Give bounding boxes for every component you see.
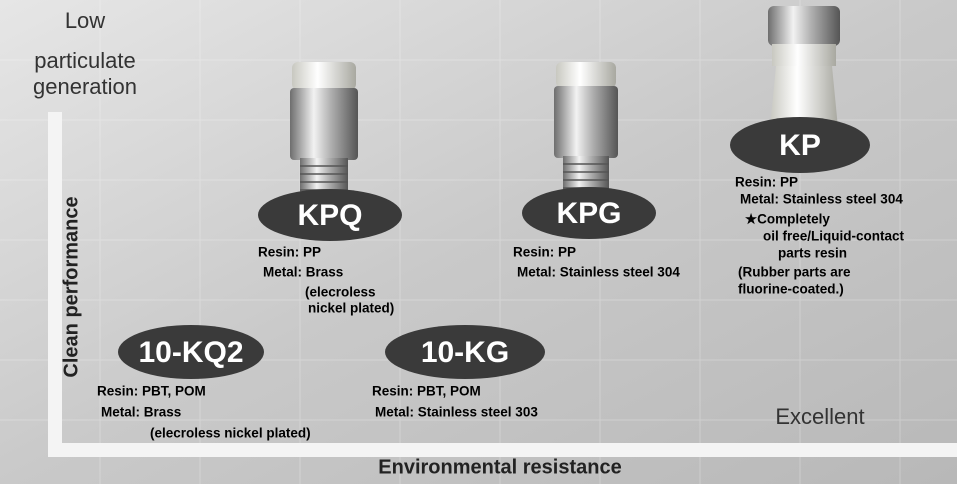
product-spec: (elecroless nickel plated)	[150, 426, 311, 441]
product-spec: Resin: PBT, POM	[372, 384, 481, 399]
product-spec: Resin: PP	[735, 175, 798, 190]
product-name: KPQ	[297, 199, 362, 232]
x-end-label: Excellent	[775, 404, 864, 429]
product-spec: Metal: Brass	[101, 405, 181, 420]
product-spec: ★Completely	[745, 212, 830, 227]
x-axis-label: Environmental resistance	[378, 456, 621, 478]
product-spec: Metal: Stainless steel 304	[740, 192, 903, 207]
y-end-label: Low	[65, 8, 105, 33]
y-end-label: particulate	[34, 48, 136, 73]
product-badge	[730, 117, 870, 173]
product-spec: fluorine-coated.)	[738, 282, 844, 297]
fitting-kpg	[554, 62, 618, 202]
product-spec: Metal: Stainless steel 304	[517, 265, 680, 280]
y-axis-label: Clean performance	[60, 196, 82, 377]
product-badge	[258, 189, 402, 241]
product-spec: oil free/Liquid-contact	[763, 229, 905, 244]
product-name: KP	[779, 129, 821, 162]
y-end-label: generation	[33, 74, 137, 99]
product-spec: Resin: PP	[513, 245, 576, 260]
x-axis	[48, 443, 957, 457]
product-name: 10-KG	[421, 336, 509, 369]
fitting-kp	[768, 6, 840, 128]
product-badge	[118, 325, 264, 379]
product-spec: Metal: Brass	[263, 265, 343, 280]
product-spec: parts resin	[778, 246, 847, 261]
product-badge	[522, 187, 656, 239]
product-badge	[385, 325, 545, 379]
product-spec: Metal: Stainless steel 303	[375, 405, 538, 420]
product-spec: Resin: PBT, POM	[97, 384, 206, 399]
y-axis	[48, 112, 62, 457]
fitting-kpq	[290, 62, 358, 204]
product-spec: nickel plated)	[308, 301, 394, 316]
product-spec: (Rubber parts are	[738, 265, 851, 280]
product-spec: (elecroless	[305, 285, 376, 300]
product-spec: Resin: PP	[258, 245, 321, 260]
product-name: 10-KQ2	[138, 336, 243, 369]
product-name: KPG	[556, 197, 621, 230]
